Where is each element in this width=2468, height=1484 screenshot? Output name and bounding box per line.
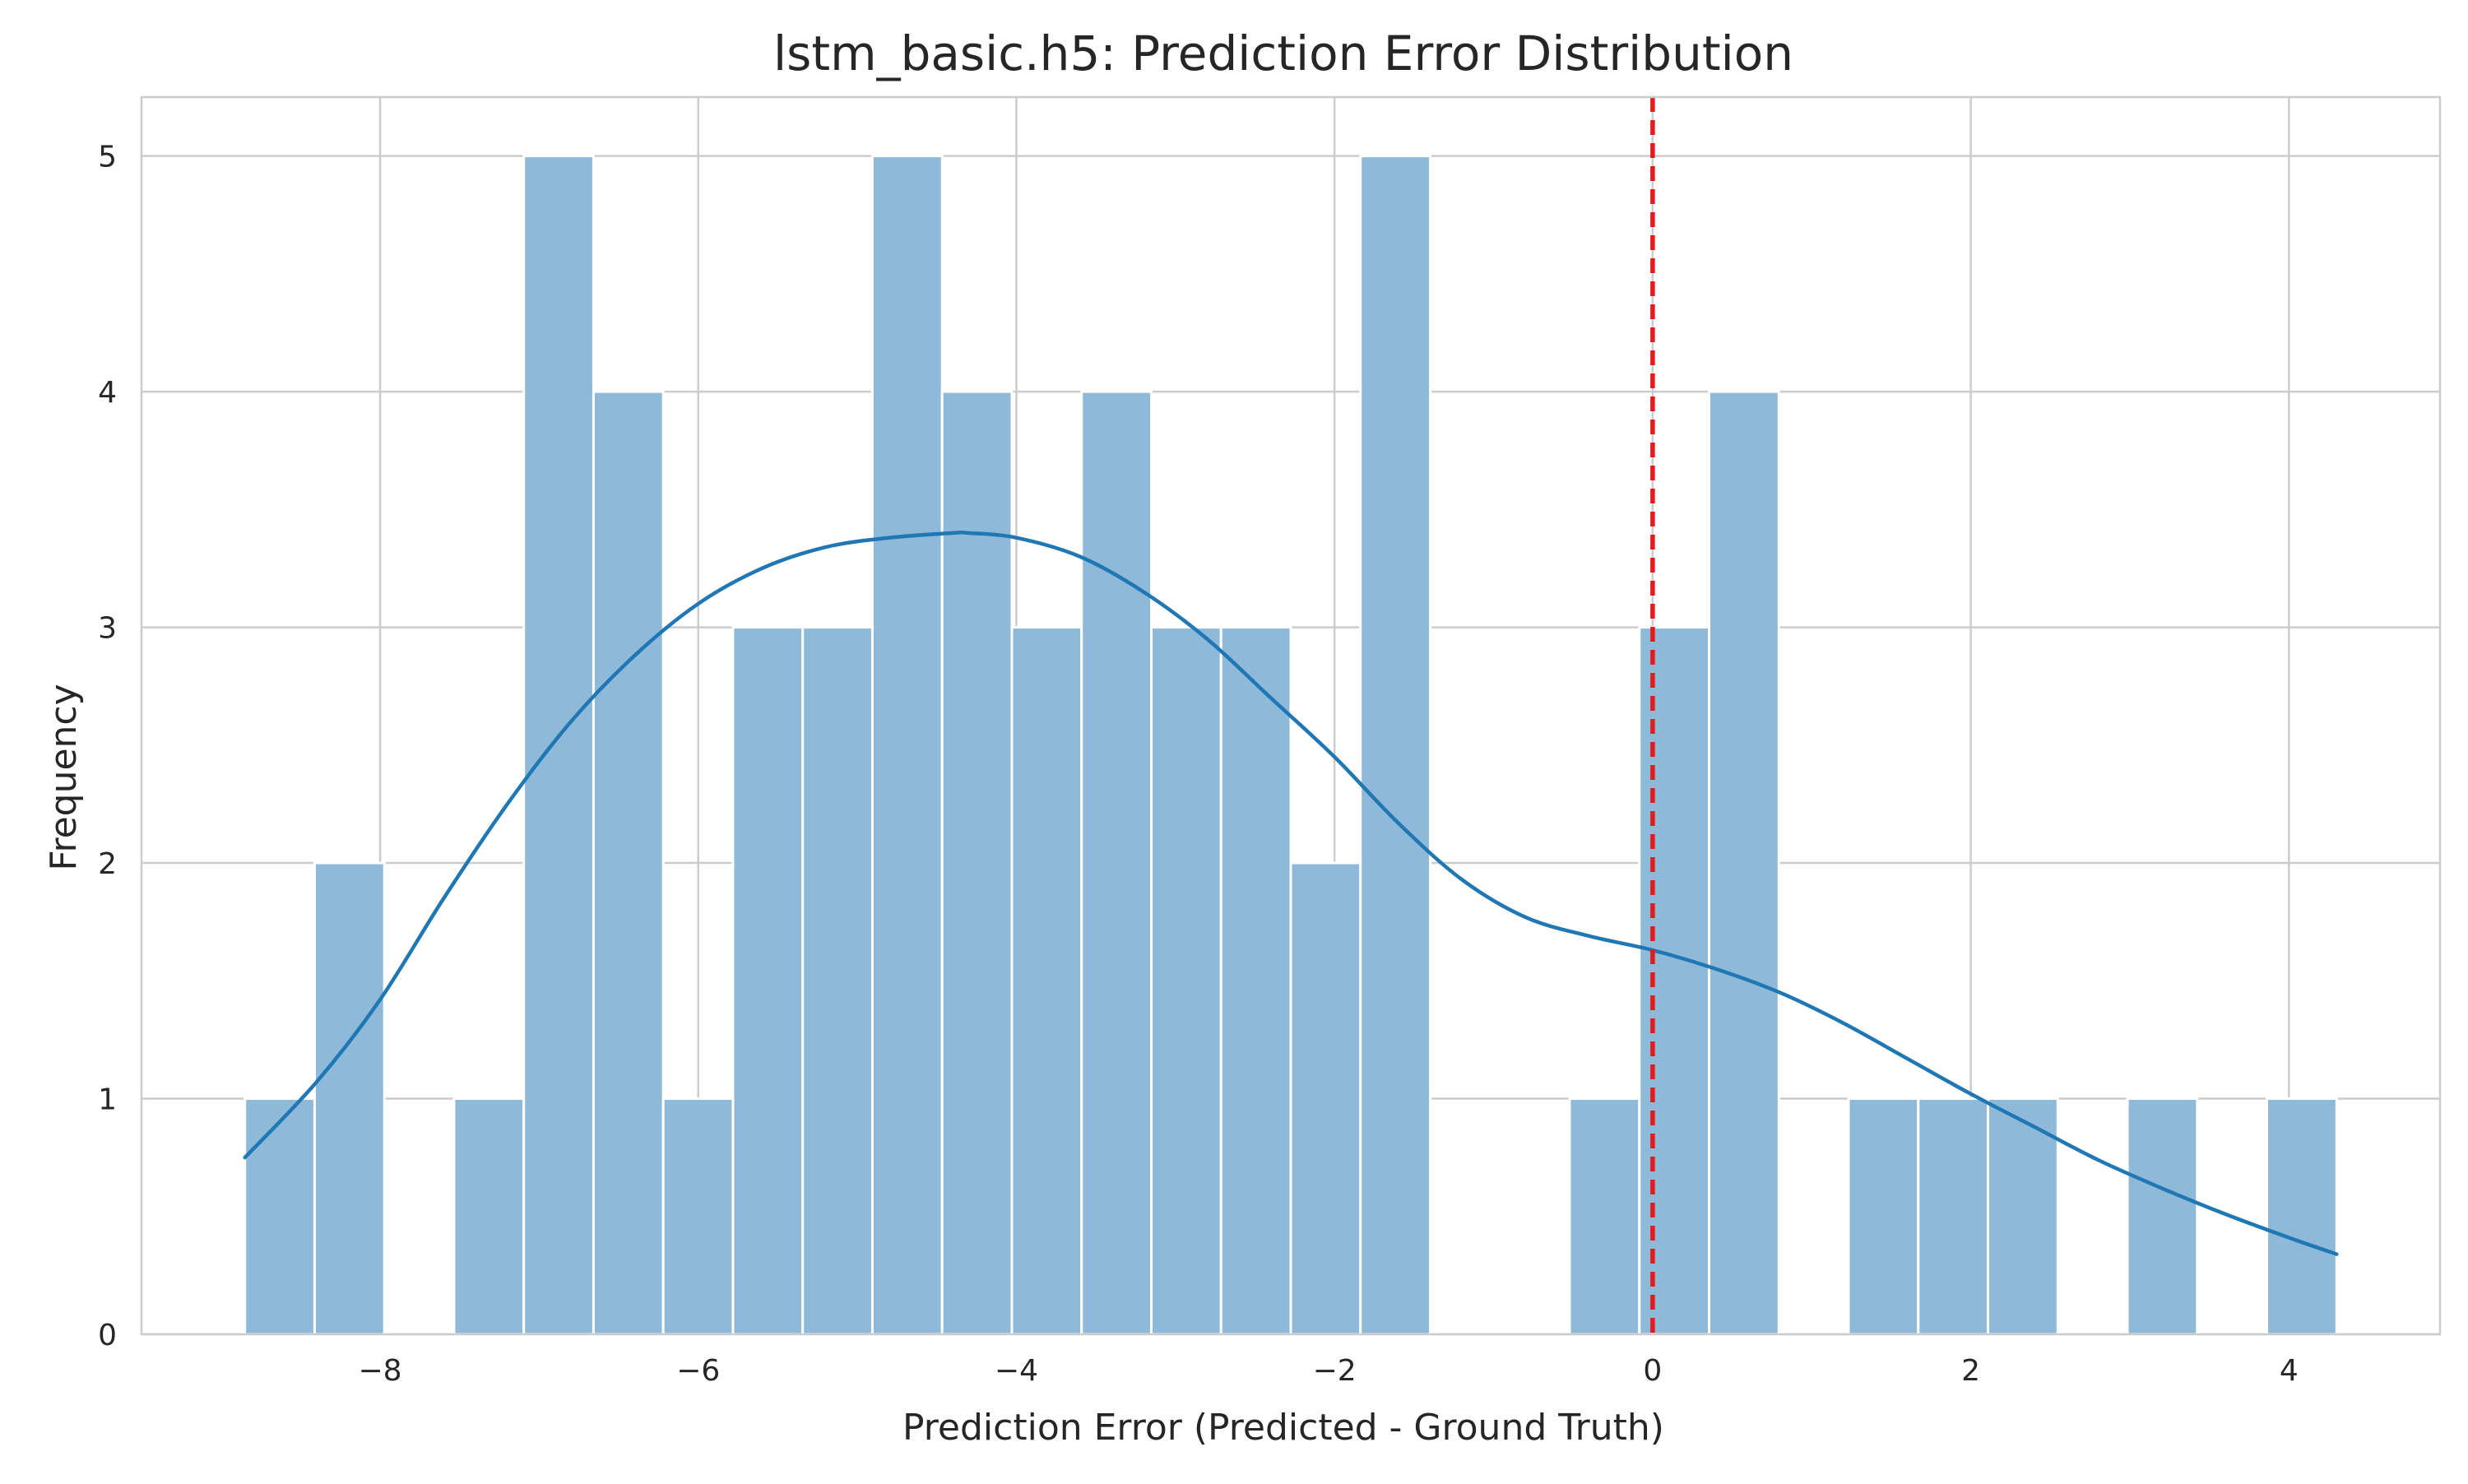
histogram-bar bbox=[522, 155, 595, 1336]
histogram-bar bbox=[452, 1097, 526, 1336]
y-tick-label: 3 bbox=[98, 612, 117, 646]
y-tick-label: 0 bbox=[98, 1319, 117, 1352]
histogram-bar bbox=[1708, 390, 1780, 1336]
y-tick-label: 1 bbox=[98, 1083, 117, 1117]
x-tick-label: −6 bbox=[676, 1354, 720, 1388]
histogram-bar bbox=[731, 626, 805, 1336]
x-tick-label: −4 bbox=[995, 1354, 1038, 1388]
histogram-bar bbox=[1010, 626, 1083, 1336]
chart-title: lstm_basic.h5: Prediction Error Distribu… bbox=[773, 26, 1793, 81]
y-tick-label: 4 bbox=[98, 376, 117, 410]
x-tick-label: −8 bbox=[358, 1354, 401, 1388]
y-tick-labels: 0 1 2 3 4 5 bbox=[98, 141, 117, 1352]
histogram-bar bbox=[1917, 1097, 1990, 1336]
y-axis-label: Frequency bbox=[43, 684, 85, 870]
histogram-bar bbox=[1847, 1097, 1920, 1336]
histogram-bar bbox=[1568, 1097, 1641, 1336]
x-axis-label: Prediction Error (Predicted - Ground Tru… bbox=[902, 1407, 1664, 1449]
kde-curve-layer bbox=[243, 531, 2339, 1256]
histogram-bar bbox=[1149, 626, 1222, 1336]
x-tick-label: 0 bbox=[1643, 1354, 1662, 1388]
x-tick-label: −2 bbox=[1313, 1354, 1357, 1388]
histogram-bar bbox=[940, 390, 1014, 1336]
y-tick-label: 2 bbox=[98, 847, 117, 881]
histogram-bar bbox=[591, 390, 665, 1336]
axes-frame bbox=[140, 95, 2442, 1336]
histogram-bar bbox=[244, 1097, 316, 1336]
histogram-bar bbox=[1638, 626, 1711, 1336]
histogram-bar bbox=[870, 155, 944, 1336]
histogram-bar bbox=[1289, 861, 1362, 1336]
x-tick-label: 2 bbox=[1961, 1354, 1980, 1388]
histogram-bar bbox=[1359, 155, 1432, 1336]
histogram-bar bbox=[1987, 1097, 2059, 1336]
y-tick-label: 5 bbox=[98, 141, 117, 174]
histogram-bar bbox=[2266, 1097, 2338, 1336]
histogram-bar bbox=[1219, 626, 1292, 1336]
histogram-bar bbox=[2126, 1097, 2199, 1336]
x-tick-labels: −8 −6 −4 −2 0 2 4 bbox=[358, 1354, 2298, 1388]
x-tick-label: 4 bbox=[2280, 1354, 2299, 1388]
histogram-bar bbox=[313, 861, 386, 1336]
histogram-bar bbox=[801, 626, 874, 1336]
histogram-bars bbox=[244, 155, 2338, 1336]
histogram-bar bbox=[1080, 390, 1153, 1336]
kde-line bbox=[243, 531, 2339, 1256]
histogram-bar bbox=[661, 1097, 735, 1336]
